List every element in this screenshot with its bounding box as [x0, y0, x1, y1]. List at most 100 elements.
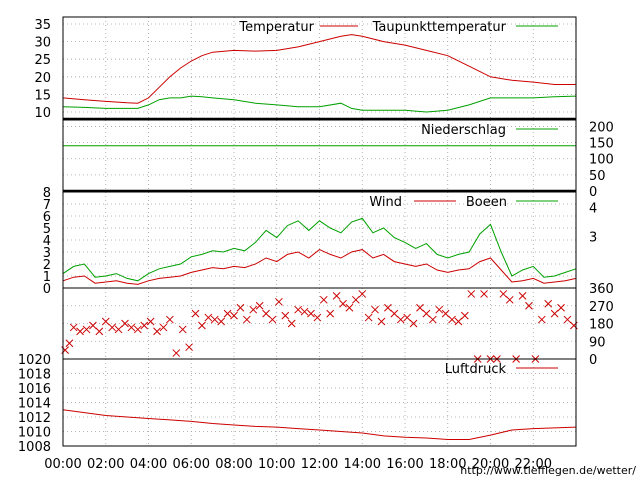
y-tick-label: 30	[34, 36, 51, 51]
wind-direction-point	[223, 309, 232, 318]
wind-direction-point	[281, 311, 290, 320]
wind-direction-point	[390, 309, 399, 318]
wind-direction-point	[460, 311, 469, 320]
wind-direction-point	[358, 290, 367, 298]
wind-direction-point	[255, 301, 264, 310]
y-tick-label: 1020	[18, 353, 51, 368]
wind-direction-point	[505, 295, 514, 304]
y-tick-label-right: 150	[589, 137, 614, 152]
wind-direction-point	[525, 301, 533, 310]
wind-direction-point	[537, 315, 546, 324]
y-tick-label-right: 50	[589, 169, 606, 184]
source-url: http://www.tiefflegen.de/wetter/	[460, 464, 636, 477]
y-tick-label: 1	[43, 270, 51, 285]
legend-label-taupunkttemperatur: Taupunkttemperatur	[372, 20, 507, 35]
wind-direction-point	[403, 313, 411, 322]
wind-direction-point	[428, 315, 437, 324]
x-tick-label: 22:00	[515, 457, 552, 472]
wind-direction-point	[339, 299, 347, 308]
y-tick-label: 1014	[18, 397, 51, 412]
legend-label-temperatur: Temperatur	[238, 20, 314, 35]
x-tick-label: 20:00	[472, 457, 509, 472]
x-tick-label: 00:00	[44, 457, 81, 472]
y-tick-label-right: 90	[589, 335, 606, 350]
legend-label-niederschlag: Niederschlag	[421, 123, 506, 138]
x-tick-label: 10:00	[258, 457, 295, 472]
wind-direction-point	[300, 307, 309, 316]
series-temperatur-line	[62, 34, 576, 104]
wind-direction-point	[178, 325, 187, 334]
y-tick-label: 25	[34, 53, 51, 68]
y-tick-label: 15	[34, 88, 51, 103]
wind-direction-point	[441, 309, 450, 318]
wind-direction-point	[550, 309, 559, 318]
wind-direction-point	[332, 292, 341, 300]
wind-direction-point	[422, 309, 431, 318]
x-tick-label: 12:00	[301, 457, 338, 472]
wind-direction-point	[127, 323, 136, 332]
wind-direction-point	[76, 327, 84, 336]
wind-direction-point	[185, 343, 193, 352]
wind-direction-point	[345, 303, 354, 312]
y-tick-label-right: 0	[589, 185, 597, 200]
wind-direction-point	[268, 315, 277, 324]
wind-direction-point	[198, 321, 206, 330]
x-tick-label: 02:00	[87, 457, 124, 472]
y-tick-label: 1008	[18, 440, 51, 455]
x-tick-label: 08:00	[215, 457, 252, 472]
wind-direction-point	[69, 323, 78, 332]
wind-direction-point	[435, 305, 444, 314]
wind-direction-point	[384, 303, 392, 312]
wind-direction-point	[416, 303, 424, 312]
y-tick-label-right: 180	[589, 318, 614, 333]
y-tick-label: 4	[43, 234, 51, 249]
wind-direction-point	[101, 317, 110, 326]
wind-direction-point	[287, 319, 296, 328]
y-tick-label-right: 0	[589, 353, 597, 368]
wind-direction-point	[307, 309, 315, 318]
wind-direction-point	[230, 311, 238, 320]
wind-direction-point	[467, 290, 476, 298]
wind-direction-point	[448, 315, 456, 324]
x-tick-label: 18:00	[429, 457, 466, 472]
x-tick-label: 04:00	[130, 457, 167, 472]
wind-direction-point	[319, 295, 328, 304]
wind-direction-point	[153, 327, 161, 336]
x-tick-label: 06:00	[173, 457, 210, 472]
y-tick-label: 1010	[18, 426, 51, 441]
wind-direction-point	[217, 317, 226, 326]
y-tick-label-right: 360	[589, 282, 614, 297]
y-tick-label: 6	[43, 210, 51, 225]
wind-direction-point	[166, 315, 174, 324]
y-tick-label-right: 4	[589, 202, 597, 217]
panel-frame-pressure	[62, 358, 577, 447]
wind-direction-point	[140, 321, 149, 330]
wind-direction-point	[563, 315, 572, 324]
wind-direction-point	[396, 315, 405, 324]
series-luftdruck-line	[62, 409, 577, 440]
series-taupunkttemperatur-line	[62, 95, 577, 113]
wind-direction-point	[114, 325, 123, 334]
wind-direction-point	[326, 309, 335, 318]
wind-direction-point	[121, 319, 129, 328]
wind-direction-point	[557, 303, 565, 312]
wind-direction-point	[377, 317, 386, 326]
y-tick-label: 3	[43, 246, 51, 261]
y-tick-label: 35	[34, 18, 51, 33]
wind-direction-point	[364, 313, 373, 322]
x-tick-label: 14:00	[344, 457, 381, 472]
wind-direction-point	[65, 339, 74, 348]
y-tick-label-right: 270	[589, 300, 614, 315]
wind-direction-point	[409, 319, 418, 328]
wind-direction-point	[204, 313, 213, 322]
wind-direction-point	[242, 315, 251, 324]
y-tick-label-right: 200	[589, 120, 614, 135]
y-tick-label: 1016	[18, 382, 51, 397]
wind-direction-point	[191, 309, 200, 318]
wind-direction-point	[499, 290, 508, 298]
y-tick-label: 7	[43, 198, 51, 213]
wind-direction-point	[351, 295, 360, 304]
wind-direction-point	[108, 323, 117, 332]
